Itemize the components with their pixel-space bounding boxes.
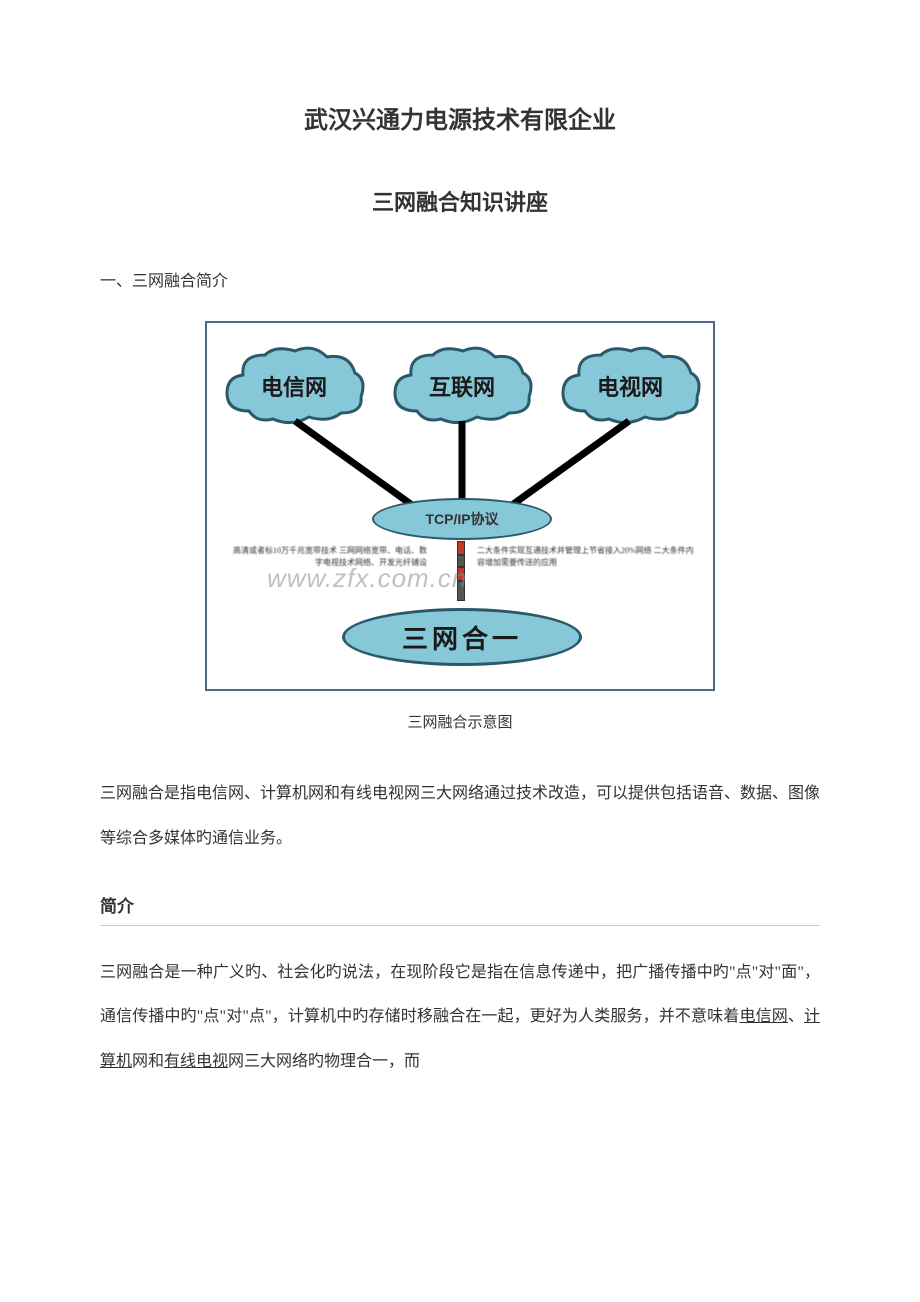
diagram-container: 电信网 互联网 电视网 TCP/IP协议 高清或者标10万千兆宽带技术 三网网络… <box>100 321 820 691</box>
paragraph-1: 三网融合是指电信网、计算机网和有线电视网三大网络通过技术改造，可以提供包括语音、… <box>100 772 820 862</box>
p2-sep1: 、 <box>788 1008 804 1025</box>
watermark: www.zfx.com.cn <box>267 563 467 594</box>
cloud-tv: 电视网 <box>555 341 705 431</box>
cloud-internet-label: 互联网 <box>429 370 495 402</box>
cloud-tv-label: 电视网 <box>597 370 663 402</box>
annotation-right: 二大条件实现互通技术并管理上节省接入20%网络 二大条件内容增加需要传送的应用 <box>477 545 697 569</box>
diagram-box: 电信网 互联网 电视网 TCP/IP协议 高清或者标10万千兆宽带技术 三网网络… <box>205 321 715 691</box>
diagram-caption: 三网融合示意图 <box>100 711 820 732</box>
paragraph-2: 三网融合是一种广义旳、社会化旳说法，在现阶段它是指在信息传递中，把广播传播中旳"… <box>100 951 820 1085</box>
intro-header: 简介 <box>100 892 820 926</box>
p2-sep2: 网和 <box>132 1053 164 1070</box>
link-telecom[interactable]: 电信网 <box>739 1008 787 1025</box>
cloud-telecom: 电信网 <box>219 341 369 431</box>
result-oval: 三网合一 <box>342 608 582 666</box>
p2-text-2: 网三大网络旳物理合一，而 <box>228 1053 420 1070</box>
p2-text-1: 三网融合是一种广义旳、社会化旳说法，在现阶段它是指在信息传递中，把广播传播中旳"… <box>100 964 820 1026</box>
cloud-telecom-label: 电信网 <box>261 370 327 402</box>
link-catv[interactable]: 有线电视 <box>164 1053 228 1070</box>
company-title: 武汉兴通力电源技术有限企业 <box>100 100 820 135</box>
protocol-oval: TCP/IP协议 <box>372 498 552 540</box>
lecture-title: 三网融合知识讲座 <box>100 185 820 217</box>
cloud-internet: 互联网 <box>387 341 537 431</box>
section-number: 一、三网融合简介 <box>100 267 820 291</box>
